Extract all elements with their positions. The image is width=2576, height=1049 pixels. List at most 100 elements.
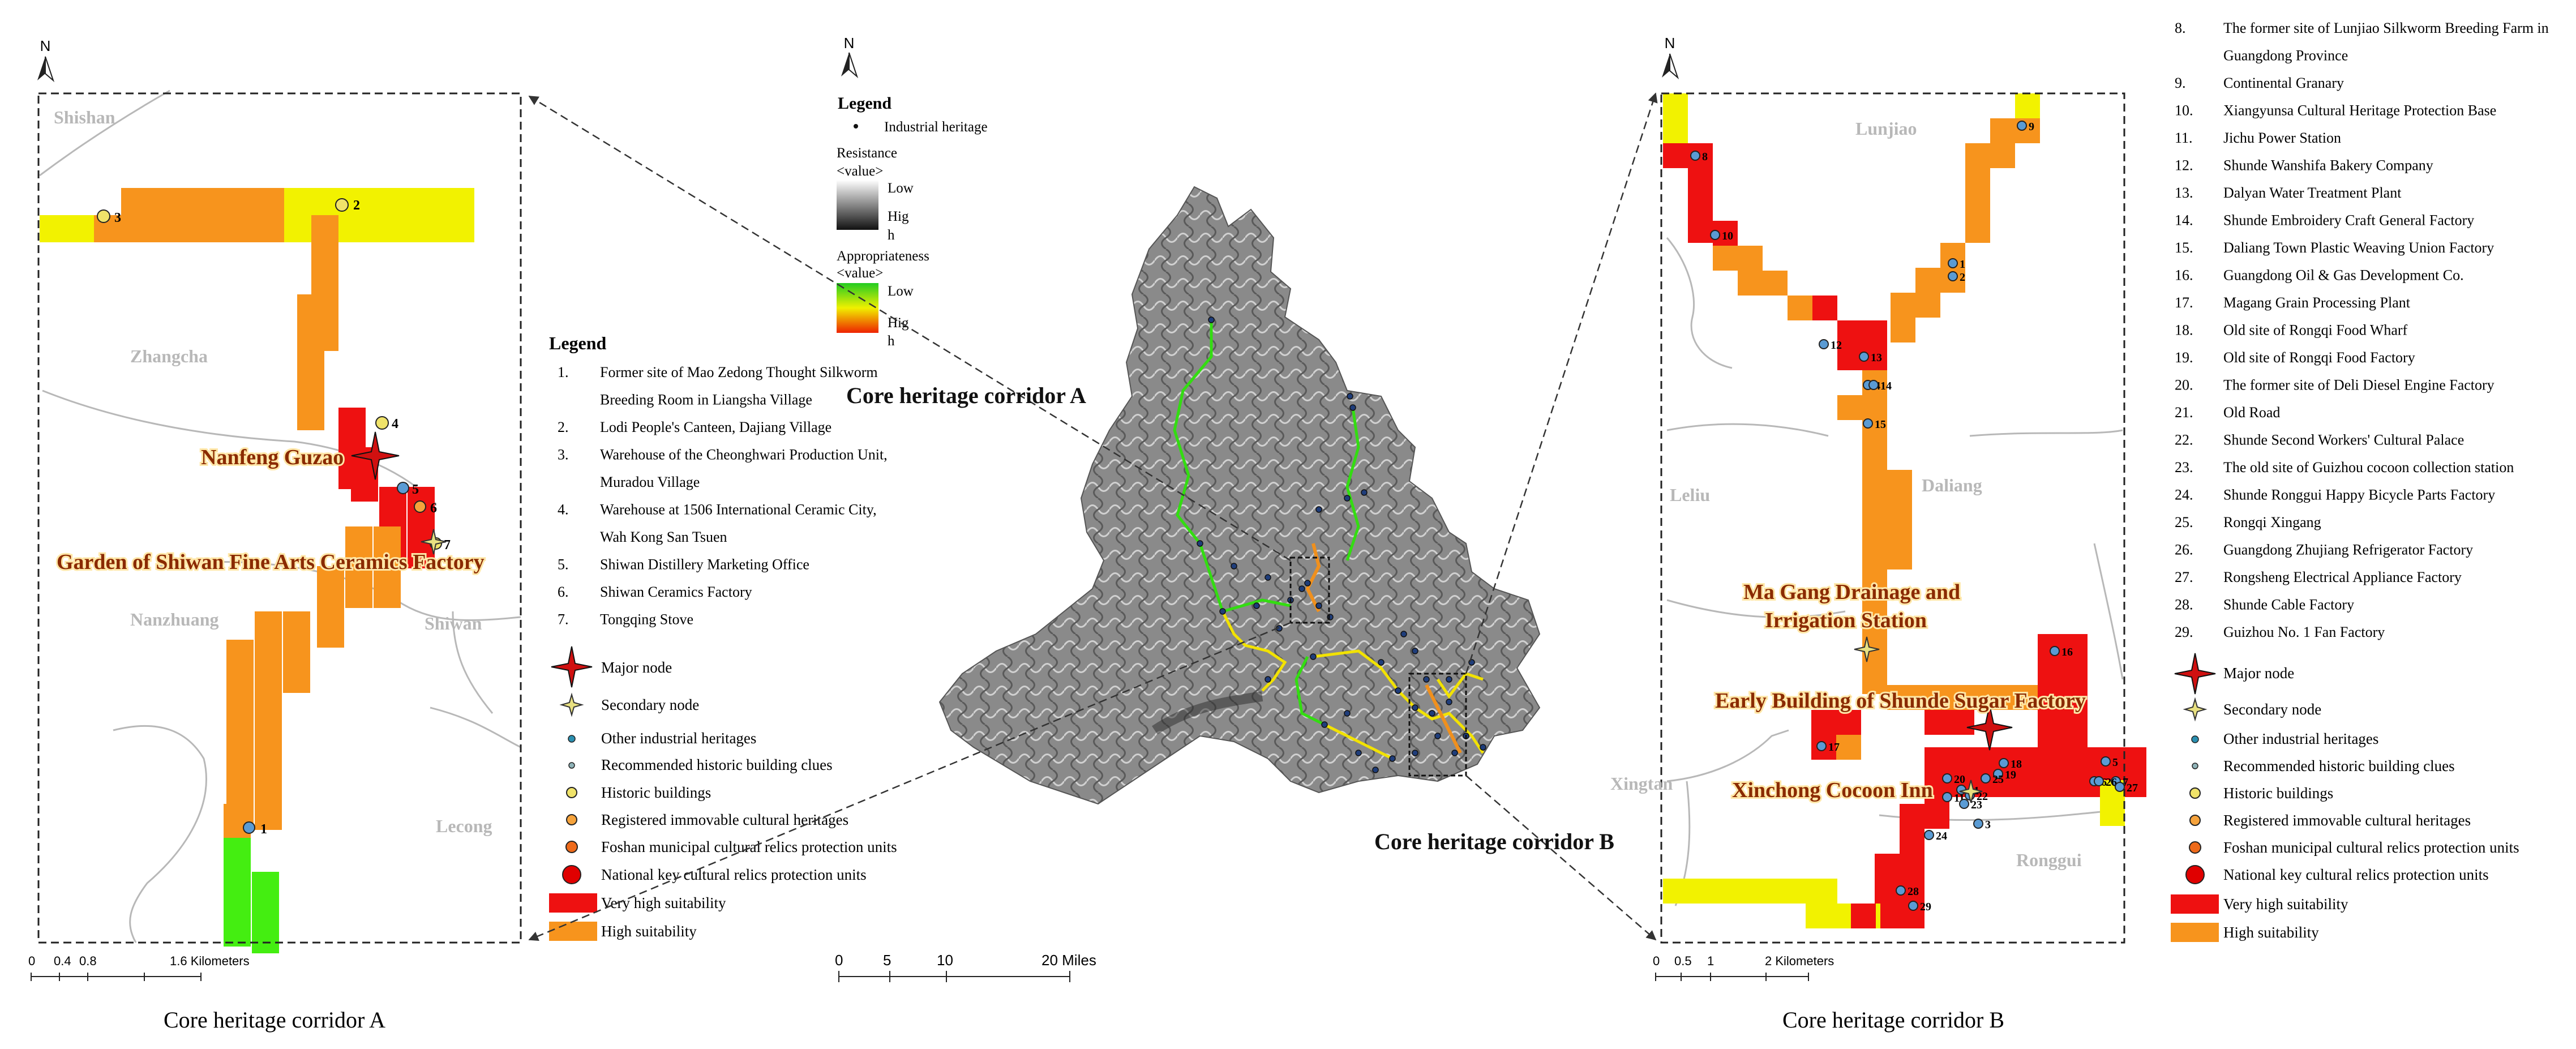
heritage-point xyxy=(1981,773,1991,783)
corridor-cell xyxy=(252,926,279,953)
corridor-cell xyxy=(1663,143,1688,168)
center-corridor-labels: Core heritage corridor A Core heritage c… xyxy=(846,383,1614,854)
point-number: 7 xyxy=(2123,776,2128,789)
corridor-cell xyxy=(257,188,284,215)
corridor-cell xyxy=(2038,709,2063,734)
corridor-cell xyxy=(311,188,338,215)
legend-item-text: Shunde Second Workers' Cultural Palace xyxy=(2223,432,2464,448)
corridor-cell xyxy=(1887,545,1912,570)
heritage-point xyxy=(1344,495,1351,502)
north-label: N xyxy=(844,35,855,52)
corridor-cell xyxy=(1688,168,1713,193)
legend-item-number: 20. xyxy=(2175,377,2193,393)
corridor-cell xyxy=(1862,570,1887,594)
corridor-cell xyxy=(230,215,257,242)
corridor-cell xyxy=(1990,118,2015,143)
corridor-cell xyxy=(1887,470,1912,495)
scale-tick: 20 Miles xyxy=(1041,952,1096,969)
legend-item-text: Shunde Wanshifa Bakery Company xyxy=(2223,157,2433,174)
heritage-point xyxy=(1378,659,1385,666)
corridor-cell xyxy=(226,721,254,748)
legend-item-text: Former site of Mao Zedong Thought Silkwo… xyxy=(600,364,878,380)
north-label: N xyxy=(40,37,51,54)
corridor-cell xyxy=(1763,879,1788,904)
place-label: Zhangcha xyxy=(130,346,208,366)
legend-item-text: Magang Grain Processing Plant xyxy=(2223,294,2411,311)
corridor-cell xyxy=(255,611,282,639)
legend-label: Hig xyxy=(888,209,909,224)
corridor-cell xyxy=(226,748,254,776)
scale-tick: 0.4 xyxy=(54,954,71,968)
center-green-corridors xyxy=(1173,320,1360,726)
node-label: Nanfeng Guzao xyxy=(201,446,344,469)
heritage-point xyxy=(1347,393,1353,400)
legend-item-text: Tongqing Stove xyxy=(600,611,693,628)
heritage-point xyxy=(1389,755,1396,762)
heritage-point xyxy=(1423,676,1430,683)
corridor-cell xyxy=(1788,296,1812,320)
place-label: Lecong xyxy=(436,816,492,836)
legend-item-text: Rongsheng Electrical Appliance Factory xyxy=(2223,569,2462,585)
corridor-cell xyxy=(2121,772,2146,797)
heritage-point xyxy=(1451,750,1458,756)
legend-item-text: Muradou Village xyxy=(600,474,700,490)
left-legend-symbols xyxy=(549,646,597,941)
right-legend-items: 8. The former site of Lunjiao Silkworm Br… xyxy=(2175,20,2549,640)
corridor-cell xyxy=(447,188,474,215)
legend-item-text: Warehouse at 1506 International Ceramic … xyxy=(600,502,877,518)
corridor-cell xyxy=(1663,879,1688,904)
corridor-cell xyxy=(1862,545,1887,570)
point-number: 22 xyxy=(1977,790,1988,803)
legend-label: Historic buildings xyxy=(601,784,711,801)
heritage-point xyxy=(1412,704,1418,711)
corridor-cell xyxy=(1862,669,1887,694)
heritage-point xyxy=(1315,506,1322,513)
scale-tick: 0 xyxy=(1653,954,1660,968)
north-arrow-icon: N xyxy=(37,37,55,83)
heritage-point xyxy=(1434,733,1441,739)
corridor-cell xyxy=(1915,293,1940,318)
corridor-cell xyxy=(148,215,175,242)
corridor-cell xyxy=(1912,685,1937,710)
corridor-cell xyxy=(1875,879,1900,904)
right-scale-bar: 0 0.5 1 2 Kilometers xyxy=(1653,954,1834,981)
corridor-cell xyxy=(230,188,257,215)
north-label: N xyxy=(1665,35,1675,52)
corridor-cell xyxy=(1688,218,1713,243)
corridor-cell xyxy=(1688,879,1713,904)
heritage-point xyxy=(1710,230,1720,240)
major-node-star-icon xyxy=(1966,704,2013,751)
corridor-cell xyxy=(1972,747,1997,772)
corridor-cell xyxy=(408,514,435,541)
legend-label: Low xyxy=(888,284,914,299)
legend-label: Industrial heritage xyxy=(884,119,988,135)
center-legend: Legend Industrial heritage Resistance <v… xyxy=(837,94,988,349)
corridor-cell xyxy=(1763,271,1788,296)
corridor-cell xyxy=(1887,495,1912,520)
heritage-point xyxy=(1412,750,1418,756)
heritage-point xyxy=(1993,769,2003,779)
legend-item-number: 28. xyxy=(2175,597,2193,613)
corridor-cell xyxy=(255,667,282,694)
corridor-cell xyxy=(1949,710,1974,735)
heritage-point xyxy=(1349,404,1356,411)
corridor-cell xyxy=(175,188,203,215)
legend-item-text: Jichu Power Station xyxy=(2223,130,2341,146)
point-number: 4 xyxy=(392,417,398,431)
corridor-cell xyxy=(1965,143,1990,168)
left-place-labels: Shishan Zhangcha Nanzhuang Shiwan Lecong xyxy=(54,107,492,836)
corridor-cell xyxy=(2047,747,2072,772)
right-legend-symbols xyxy=(2171,653,2219,942)
right-corridor-cells xyxy=(1663,93,2146,928)
legend-item-text: Guangdong Zhujiang Refrigerator Factory xyxy=(2223,542,2473,558)
corridor-cell xyxy=(1837,320,1862,345)
heritage-point xyxy=(1480,744,1486,751)
corridor-cell xyxy=(1925,710,1949,735)
heritage-point xyxy=(1819,339,1829,349)
heritage-point xyxy=(1999,758,2009,768)
legend-item-text: Guangdong Province xyxy=(2223,48,2348,64)
heritage-point xyxy=(2094,776,2104,786)
right-legend-symbol-labels: Major node Secondary node Other industri… xyxy=(2223,665,2519,941)
legend-item-number: 25. xyxy=(2175,514,2193,530)
center-map: N Legend Industrial heritage Resistance … xyxy=(528,35,1658,982)
